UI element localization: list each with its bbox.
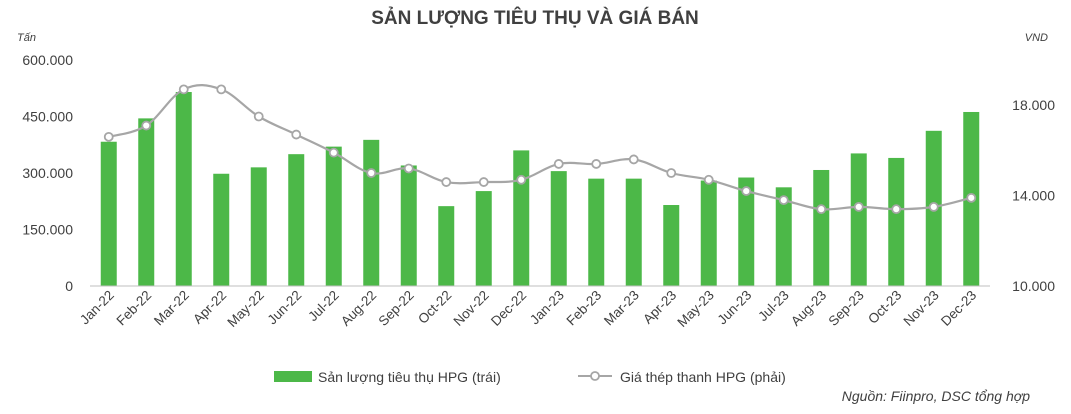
bar [663,205,680,286]
price-marker [553,159,564,169]
bar [288,154,305,286]
bar [213,173,230,286]
left-axis-tick-label: 600.000 [22,52,73,68]
right-axis-tick-label: 14.000 [1012,188,1055,204]
price-marker [966,192,977,203]
legend-line-label: Giá thép thanh HPG (phải) [620,369,786,385]
left-axis-ticks: 0 150.000 300.000 450.000 600.000 [22,52,73,294]
left-axis-tick-label: 0 [65,278,73,294]
source-note: Nguồn: Fiinpro, DSC tổng hợp [842,388,1030,404]
x-axis-tick-label: Oct-22 [415,288,454,327]
price-line [108,84,972,211]
right-axis-tick-label: 10.000 [1012,278,1055,294]
price-marker [741,186,752,196]
x-axis-tick-label: Nov-22 [450,288,491,329]
price-marker [291,129,302,140]
x-axis-tick-label: Aug-23 [788,288,829,329]
price-marker [403,163,414,174]
x-axis-tick-label: Jan-22 [77,288,117,328]
x-axis-tick-label: May-22 [224,288,266,330]
bar [513,150,530,286]
bar [775,187,792,286]
x-axis-tick-label: Feb-22 [114,288,155,329]
legend-bar-label: Sản lượng tiêu thụ HPG (trái) [318,369,501,385]
left-axis-tick-label: 300.000 [22,165,73,181]
bar [738,177,755,286]
x-axis-tick-label: Jun-23 [715,288,755,328]
x-axis-tick-label: Nov-23 [900,288,941,329]
price-marker [441,177,452,187]
line-series [103,84,977,215]
bar [625,178,642,286]
price-marker [891,204,902,215]
legend-line-marker [590,371,600,381]
price-marker [103,131,114,142]
bar [363,139,380,286]
price-marker [253,111,264,122]
left-axis-tick-label: 450.000 [22,109,73,125]
price-marker [591,159,602,169]
x-axis-tick-label: Aug-22 [338,288,379,329]
legend-bar-swatch [274,371,312,382]
price-marker [216,84,227,95]
bar [813,169,830,286]
bar [850,153,867,286]
right-axis-unit: VND [1025,32,1048,44]
x-axis-tick-label: Apr-22 [190,288,229,327]
x-axis-tick-label: Dec-22 [488,288,529,329]
x-axis-tick-label: Apr-23 [640,288,679,327]
bar [175,92,192,287]
price-marker [141,120,152,131]
bar [400,165,417,286]
price-marker [853,201,864,212]
x-axis-tick-label: Jul-22 [305,288,342,325]
bar [550,171,567,286]
left-axis-unit: Tấn [17,32,36,44]
price-marker [928,201,939,212]
price-marker [366,168,377,178]
x-axis-tick-label: Sep-23 [825,288,866,329]
bar [588,178,605,286]
price-marker [628,154,639,165]
right-axis-tick-label: 18.000 [1012,97,1055,113]
price-marker [666,168,677,178]
bar [100,141,117,286]
x-axis-tick-label: Mar-23 [601,288,642,329]
bar [138,118,155,286]
bar-series [100,92,980,287]
price-marker [328,147,339,158]
x-axis-tick-label: Jun-22 [265,288,305,328]
right-axis-ticks: 10.000 14.000 18.000 [1012,97,1055,294]
price-marker [478,177,489,187]
bar [700,180,717,286]
price-marker [816,204,827,215]
x-axis-tick-label: Sep-22 [375,288,416,329]
x-axis-tick-label: Jan-23 [527,288,567,328]
bar [438,206,455,286]
chart-title: SẢN LƯỢNG TIÊU THỤ VÀ GIÁ BÁN [371,7,699,29]
price-marker [178,84,189,95]
x-axis-tick-label: Jul-23 [755,288,792,325]
left-axis-tick-label: 150.000 [22,222,73,238]
x-axis-tick-label: Oct-23 [865,288,904,327]
bar [888,157,905,286]
x-axis-tick-label: Dec-23 [938,288,979,329]
x-axis-tick-label: May-23 [674,288,716,330]
price-marker [703,174,714,185]
x-axis-tick-label: Feb-23 [564,288,605,329]
legend: Sản lượng tiêu thụ HPG (trái) Giá thép t… [274,369,786,385]
bar [325,146,342,286]
price-marker [778,195,789,206]
bar [475,191,492,286]
price-marker [516,174,527,185]
bar [250,167,267,286]
x-axis-tick-label: Mar-22 [151,288,192,329]
